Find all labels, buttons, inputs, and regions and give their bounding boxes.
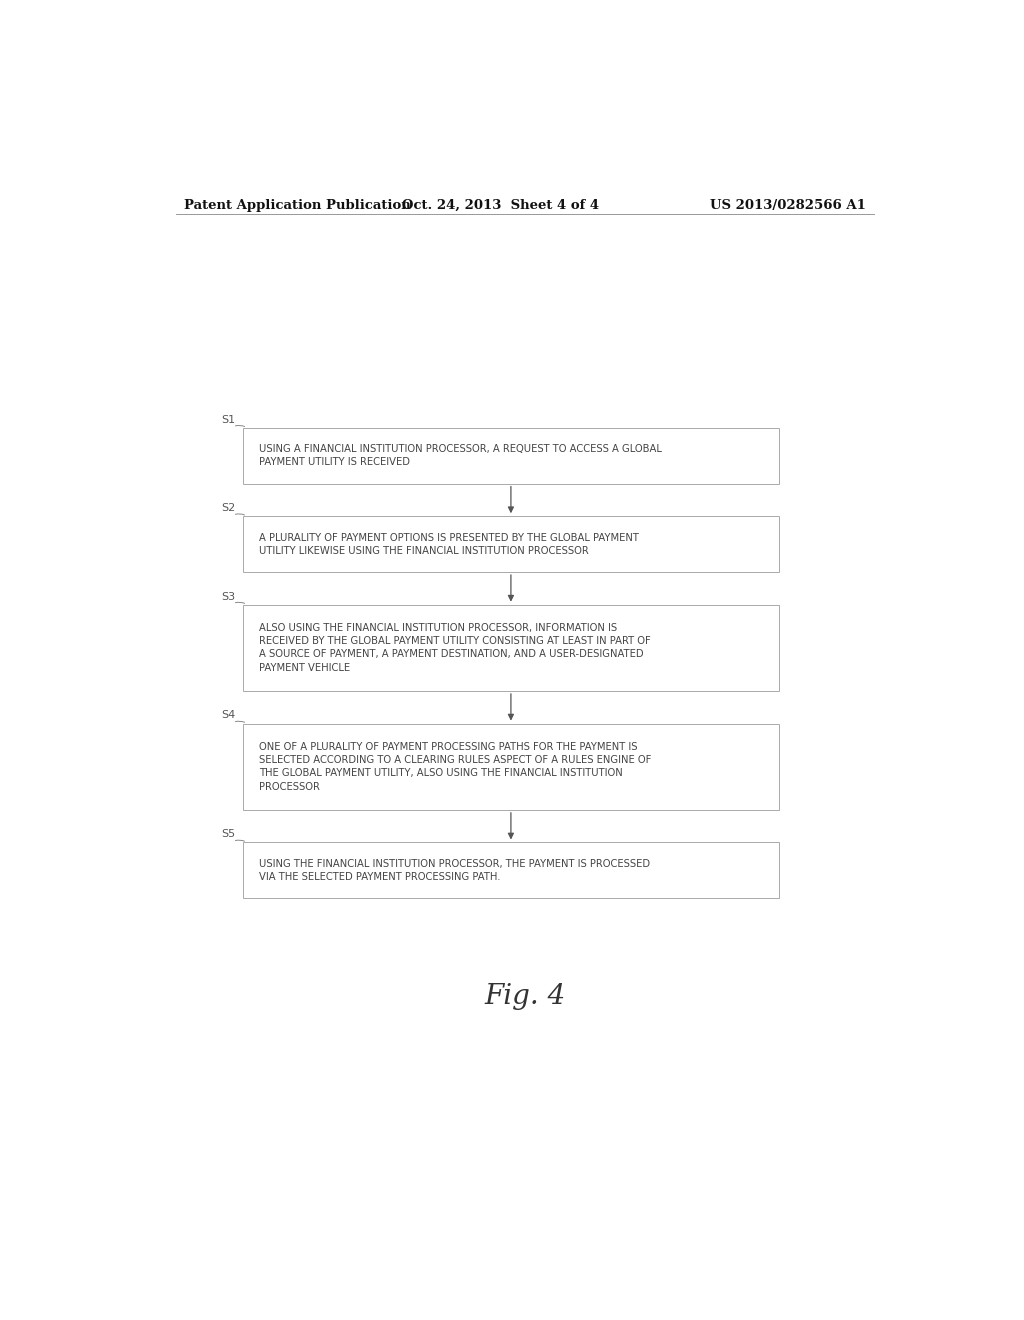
Text: US 2013/0282566 A1: US 2013/0282566 A1 xyxy=(711,199,866,213)
Text: Oct. 24, 2013  Sheet 4 of 4: Oct. 24, 2013 Sheet 4 of 4 xyxy=(402,199,600,213)
Text: S4: S4 xyxy=(221,710,236,721)
Bar xyxy=(243,842,778,899)
Bar xyxy=(243,516,778,572)
Text: Patent Application Publication: Patent Application Publication xyxy=(183,199,411,213)
Bar xyxy=(243,723,778,810)
Text: S3: S3 xyxy=(221,591,236,602)
Text: S1: S1 xyxy=(221,414,236,425)
Bar xyxy=(243,428,778,483)
Text: A PLURALITY OF PAYMENT OPTIONS IS PRESENTED BY THE GLOBAL PAYMENT
UTILITY LIKEWI: A PLURALITY OF PAYMENT OPTIONS IS PRESEN… xyxy=(259,532,639,556)
Text: USING A FINANCIAL INSTITUTION PROCESSOR, A REQUEST TO ACCESS A GLOBAL
PAYMENT UT: USING A FINANCIAL INSTITUTION PROCESSOR,… xyxy=(259,444,662,467)
Bar xyxy=(243,605,778,690)
Text: S5: S5 xyxy=(221,829,236,840)
Text: Fig. 4: Fig. 4 xyxy=(484,983,565,1010)
Text: ALSO USING THE FINANCIAL INSTITUTION PROCESSOR, INFORMATION IS
RECEIVED BY THE G: ALSO USING THE FINANCIAL INSTITUTION PRO… xyxy=(259,623,650,673)
Text: S2: S2 xyxy=(221,503,236,513)
Text: USING THE FINANCIAL INSTITUTION PROCESSOR, THE PAYMENT IS PROCESSED
VIA THE SELE: USING THE FINANCIAL INSTITUTION PROCESSO… xyxy=(259,859,650,882)
Text: ONE OF A PLURALITY OF PAYMENT PROCESSING PATHS FOR THE PAYMENT IS
SELECTED ACCOR: ONE OF A PLURALITY OF PAYMENT PROCESSING… xyxy=(259,742,651,792)
